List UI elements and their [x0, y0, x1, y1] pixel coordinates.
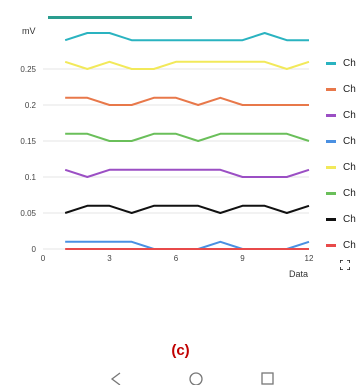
series-line-4: [65, 240, 310, 250]
x-tick-label: 0: [41, 254, 46, 263]
legend-swatch: [326, 61, 336, 65]
series-line-2: [65, 96, 309, 106]
y-tick-label: 0.15: [20, 137, 36, 146]
legend-swatch: [326, 243, 336, 247]
legend-swatch: [326, 191, 336, 195]
x-tick-label: 3: [107, 254, 112, 263]
y-axis-label: mV: [22, 26, 36, 36]
y-tick-label: 0.2: [25, 101, 37, 110]
legend-label: Ch: [343, 239, 356, 251]
series-line-6: [65, 132, 310, 142]
legend-label: Ch: [343, 57, 356, 69]
legend-swatch: [326, 217, 336, 221]
series-line-7: [64, 204, 310, 214]
y-tick-label: 0: [32, 245, 37, 254]
legend-label: Ch: [343, 109, 356, 121]
line-chart: 0 0.05 0.1 0.15 0.2 0.25 0 3 6 9 12 mV Data: [20, 26, 314, 279]
chart-legend: Ch Ch Ch Ch Ch Ch Ch Ch: [326, 50, 361, 258]
x-tick-label: 9: [240, 254, 245, 263]
legend-swatch: [326, 139, 336, 143]
legend-item[interactable]: Ch: [326, 180, 361, 206]
y-tick-label: 0.1: [25, 173, 37, 182]
legend-item[interactable]: Ch: [326, 102, 361, 128]
legend-swatch: [326, 113, 336, 117]
home-circle-icon[interactable]: [189, 372, 203, 385]
tab-indicator: [48, 16, 192, 19]
series-line-5: [64, 60, 310, 70]
legend-item[interactable]: Ch: [326, 232, 361, 258]
legend-item[interactable]: Ch: [326, 128, 361, 154]
legend-item[interactable]: Ch: [326, 76, 361, 102]
x-tick-label: 6: [174, 254, 179, 263]
legend-item[interactable]: Ch: [326, 206, 361, 232]
legend-label: Ch: [343, 83, 356, 95]
legend-swatch: [326, 87, 336, 91]
back-triangle-icon[interactable]: [110, 372, 121, 385]
x-tick-label: 12: [305, 254, 314, 263]
fullscreen-icon[interactable]: [340, 260, 350, 270]
y-tick-label: 0.05: [20, 209, 36, 218]
legend-label: Ch: [343, 135, 356, 147]
navigation-bar: [110, 372, 274, 385]
x-axis-label: Data: [289, 269, 308, 279]
panel-label: (c): [171, 342, 190, 359]
recents-square-icon[interactable]: [261, 372, 274, 385]
legend-item[interactable]: Ch: [326, 50, 361, 76]
series-line-3: [64, 168, 310, 178]
legend-label: Ch: [343, 187, 356, 199]
legend-label: Ch: [343, 161, 356, 173]
legend-swatch: [326, 165, 336, 169]
y-tick-label: 0.25: [20, 65, 36, 74]
legend-label: Ch: [343, 213, 356, 225]
legend-item[interactable]: Ch: [326, 154, 361, 180]
series-line-1: [64, 32, 309, 42]
